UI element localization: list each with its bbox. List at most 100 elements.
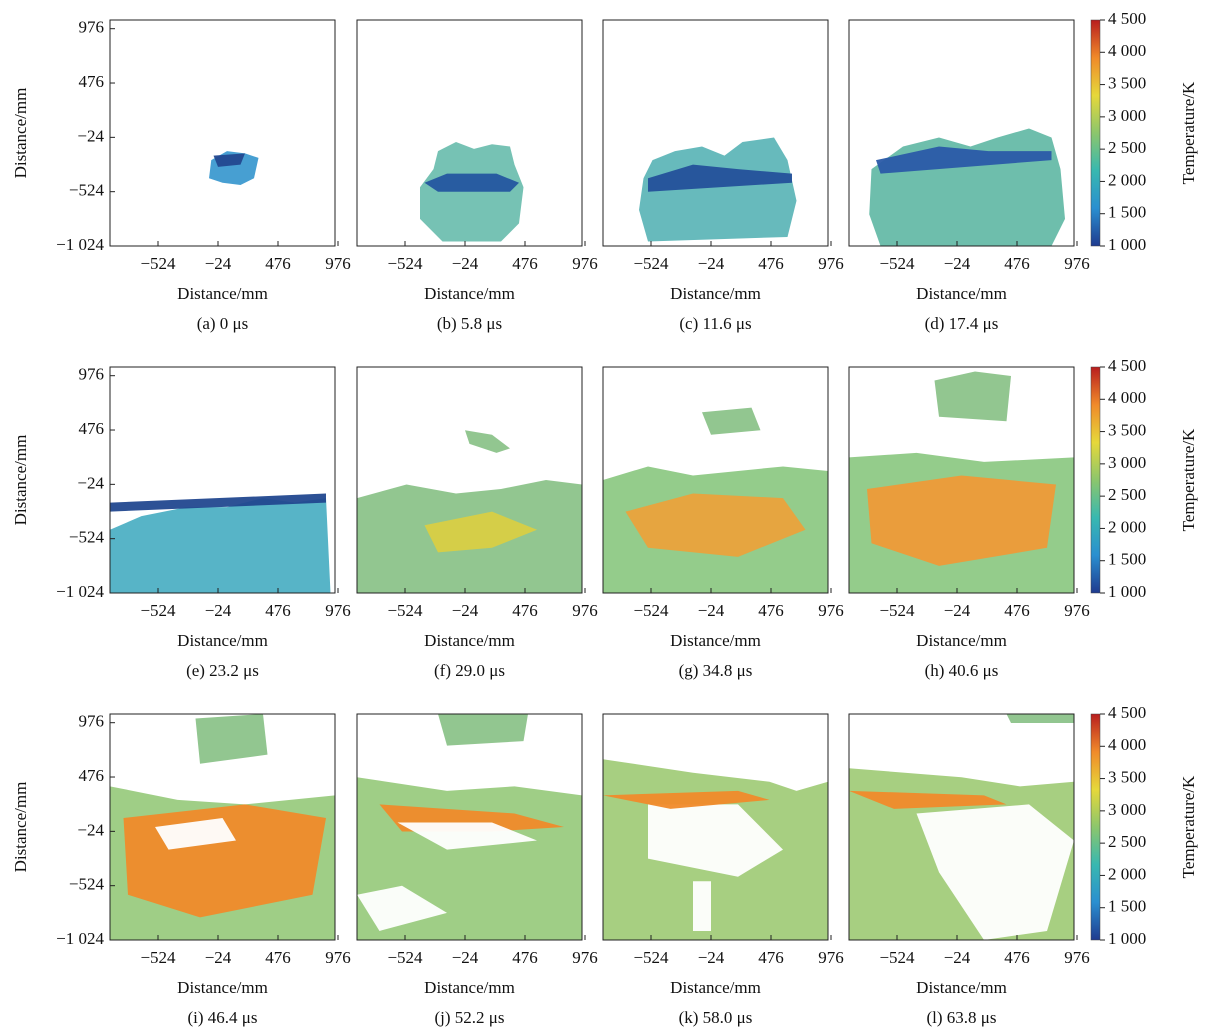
x-tick-label: 976 (325, 948, 351, 967)
colorbar-tick-label: 3 000 (1108, 106, 1146, 125)
panel: −524−24476976Distance/mm(j) 52.2 μs (357, 714, 598, 1027)
x-tick-label: −524 (387, 254, 423, 273)
page: −524 −24 476 976 Distance/mm (a) 0 μs −1 024 −5… (0, 0, 1206, 1030)
colorbar-tick-label: 4 500 (1108, 9, 1146, 28)
x-tick-label: 976 (1064, 254, 1090, 273)
panel-caption: (j) 52.2 μs (434, 1008, 504, 1027)
y-tick-label: 476 (79, 419, 105, 438)
x-tick-label: 976 (818, 601, 844, 620)
colorbar-tick-label: 4 000 (1108, 41, 1146, 60)
y-tick-label: 976 (79, 18, 105, 37)
x-axis-label: Distance/mm (177, 284, 268, 303)
temperature-region (196, 714, 268, 764)
x-axis-label: Distance/mm (670, 284, 761, 303)
colorbar-tick-label: 3 500 (1108, 73, 1146, 92)
x-tick-label: −24 (452, 254, 479, 273)
x-tick-label: 976 (818, 254, 844, 273)
x-tick-label: −24 (698, 601, 725, 620)
x-tick-label: −24 (452, 601, 479, 620)
heatmap-field (603, 408, 828, 593)
colorbar-tick-label: 2 500 (1108, 138, 1146, 157)
x-tick-label: 476 (758, 948, 784, 967)
colorbar (1091, 20, 1100, 246)
colorbar (1091, 367, 1100, 593)
plot-frame (110, 20, 335, 246)
y-tick-label: −524 (69, 875, 105, 894)
x-axis-label: Distance/mm (424, 978, 515, 997)
colorbar-tick-label: 2 000 (1108, 517, 1146, 536)
x-axis-label: Distance/mm (670, 978, 761, 997)
y-axis-label: Distance/mm (11, 782, 30, 873)
x-tick-label: −524 (140, 948, 176, 967)
panel-caption: (e) 23.2 μs (186, 661, 259, 680)
x-tick-label: 976 (572, 254, 598, 273)
x-axis-label: Distance/mm (670, 631, 761, 650)
panel: −524−24476976Distance/mm(h) 40.6 μs1 000… (849, 356, 1198, 680)
heatmap-field (420, 142, 524, 241)
colorbar-tick-label: 1 000 (1108, 235, 1146, 254)
x-tick-label: −524 (633, 948, 669, 967)
colorbar-tick-label: 2 000 (1108, 864, 1146, 883)
x-axis-label: Distance/mm (424, 631, 515, 650)
x-tick-label: −524 (633, 254, 669, 273)
y-axis-label: Distance/mm (11, 88, 30, 179)
x-tick-label: −524 (879, 601, 915, 620)
x-tick-label: −24 (205, 948, 232, 967)
panel-caption: (b) 5.8 μs (437, 314, 502, 333)
panel-caption: (h) 40.6 μs (925, 661, 999, 680)
x-tick-label: 476 (758, 601, 784, 620)
y-tick-label: −524 (69, 528, 105, 547)
x-axis-label: Distance/mm (916, 284, 1007, 303)
heatmap-field (357, 430, 582, 593)
y-tick-label: −1 024 (56, 929, 104, 948)
y-tick-label: −524 (69, 181, 105, 200)
colorbar-tick-label: 4 500 (1108, 356, 1146, 375)
temperature-region (465, 430, 510, 453)
x-tick-label: −24 (205, 254, 232, 273)
heatmap-field (209, 151, 259, 185)
y-tick-label: 476 (79, 766, 105, 785)
colorbar-tick-label: 4 000 (1108, 388, 1146, 407)
y-tick-label: 976 (79, 365, 105, 384)
x-tick-label: 976 (325, 254, 351, 273)
colorbar-tick-label: 2 500 (1108, 832, 1146, 851)
x-tick-label: 976 (325, 601, 351, 620)
x-tick-label: 476 (1004, 254, 1030, 273)
y-axis-label: Distance/mm (11, 435, 30, 526)
panel: −524−24476976Distance/mm(a) 0 μs−1 024−5… (11, 18, 351, 333)
x-axis-label: Distance/mm (916, 978, 1007, 997)
x-tick-label: −524 (879, 948, 915, 967)
panel-caption: (g) 34.8 μs (679, 661, 753, 680)
colorbar (1091, 714, 1100, 940)
temperature-region (438, 714, 528, 746)
x-tick-label: −524 (387, 601, 423, 620)
panel-caption: (a) 0 μs (197, 314, 249, 333)
heatmap-field (849, 714, 1074, 940)
x-tick-label: −24 (944, 948, 971, 967)
x-tick-label: 976 (1064, 601, 1090, 620)
temperature-region (702, 408, 761, 435)
colorbar-tick-label: 1 500 (1108, 897, 1146, 916)
colorbar-tick-label: 4 500 (1108, 703, 1146, 722)
colorbar-tick-label: 1 500 (1108, 203, 1146, 222)
colorbar-tick-label: 1 500 (1108, 550, 1146, 569)
x-tick-label: −24 (698, 254, 725, 273)
x-tick-label: 476 (512, 948, 538, 967)
x-tick-label: −24 (944, 601, 971, 620)
x-axis-label: Distance/mm (177, 631, 268, 650)
temperature-region (110, 498, 331, 593)
panel-caption: (c) 11.6 μs (679, 314, 751, 333)
x-tick-label: 476 (265, 948, 291, 967)
x-tick-label: 476 (1004, 601, 1030, 620)
y-tick-label: −1 024 (56, 582, 104, 601)
x-tick-label: 476 (512, 601, 538, 620)
temperature-region (935, 372, 1012, 422)
heatmap-field (639, 138, 797, 242)
colorbar-label: Temperature/K (1179, 775, 1198, 878)
panel-caption: (i) 46.4 μs (187, 1008, 257, 1027)
